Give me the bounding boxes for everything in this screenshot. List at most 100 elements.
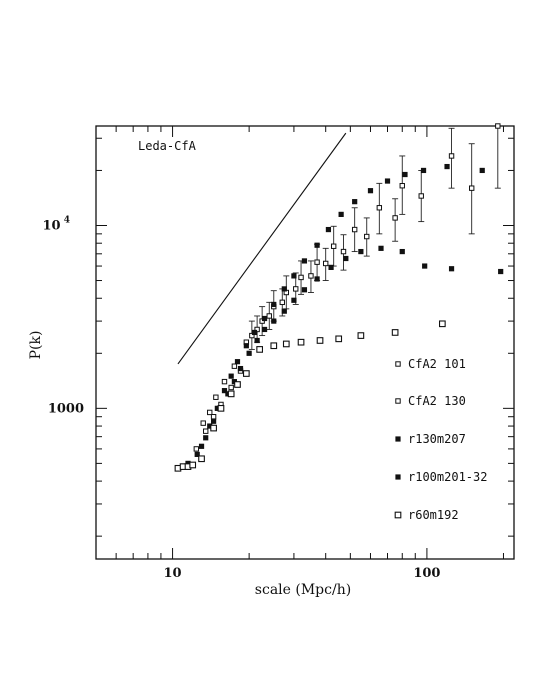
data-point-cfa2-101	[207, 409, 213, 416]
data-point-cfa2-101	[200, 420, 206, 426]
data-point-r130m207	[301, 258, 308, 264]
data-point-r60m192	[335, 335, 343, 343]
data-point-r100m201-32	[291, 297, 297, 303]
data-point-r130m207	[243, 343, 249, 349]
data-point-r60m192	[282, 340, 290, 348]
data-point-r130m207	[314, 242, 320, 248]
data-point-r100m201-32	[281, 308, 287, 314]
data-point-r100m201-32	[301, 287, 308, 293]
data-point-r60m192	[210, 424, 217, 432]
legend-label-cfa2-101: CfA2 101	[408, 357, 466, 371]
x-tick-label: 10	[164, 566, 182, 581]
x-tick-label: 100	[413, 566, 440, 581]
data-point-r100m201-32	[314, 276, 320, 282]
data-point-r130m207	[479, 167, 485, 174]
data-point-r100m201-32	[343, 255, 349, 262]
plot-frame	[95, 125, 515, 560]
data-point-cfa2-130	[314, 259, 320, 265]
data-point-r130m207	[444, 163, 450, 170]
data-point-r130m207	[228, 373, 234, 379]
data-point-cfa2-101	[322, 260, 329, 267]
data-point-r100m201-32	[399, 248, 405, 255]
data-point-r100m201-32	[194, 451, 200, 457]
data-point-r130m207	[291, 273, 297, 279]
legend-marker-r60m192	[394, 511, 402, 519]
data-point-cfa2-101	[293, 286, 299, 292]
data-point-r60m192	[227, 390, 235, 398]
data-point-r130m207	[234, 359, 241, 365]
data-point-cfa2-101	[468, 185, 475, 191]
data-point-r130m207	[198, 443, 205, 449]
data-point-cfa2-101	[213, 394, 219, 400]
data-point-cfa2-101	[266, 313, 272, 319]
data-point-cfa2-101	[495, 123, 501, 129]
data-point-r60m192	[242, 370, 250, 377]
data-point-r100m201-32	[254, 337, 260, 344]
legend-label-r60m192: r60m192	[408, 508, 459, 522]
y-tick-exponent: 4	[61, 215, 70, 225]
data-point-r130m207	[367, 188, 374, 194]
data-point-cfa2-101	[418, 193, 424, 199]
data-point-r60m192	[391, 329, 399, 336]
data-point-r100m201-32	[422, 263, 428, 269]
data-point-r100m201-32	[261, 326, 268, 333]
data-point-cfa2-130	[298, 274, 304, 281]
data-point-cfa2-101	[231, 363, 238, 369]
legend-label-r100m201-32: r100m201-32	[408, 470, 487, 484]
y-tick-label: 10 4	[43, 215, 71, 233]
data-point-r100m201-32	[498, 268, 504, 275]
data-point-r130m207	[384, 178, 391, 184]
dataset-annotation: Leda-CfA	[138, 139, 197, 153]
data-point-cfa2-130	[228, 384, 234, 391]
data-point-r100m201-32	[246, 350, 252, 356]
legend-label-r130m207: r130m207	[408, 432, 466, 446]
data-point-r60m192	[189, 461, 197, 469]
data-point-cfa2-130	[330, 243, 337, 249]
data-point-r130m207	[261, 315, 268, 322]
legend-marker-cfa2-101	[395, 361, 401, 367]
legend-marker-r100m201-32	[395, 474, 401, 480]
data-point-cfa2-101	[392, 215, 398, 221]
error-bars	[248, 126, 501, 350]
data-point-r100m201-32	[211, 418, 217, 424]
data-point-r60m192	[438, 320, 446, 328]
data-point-r60m192	[198, 455, 205, 463]
data-point-cfa2-101	[308, 273, 314, 279]
data-point-r60m192	[297, 338, 305, 346]
data-point-r130m207	[214, 405, 220, 411]
data-point-r60m192	[234, 381, 241, 388]
data-point-r100m201-32	[203, 435, 209, 441]
data-point-r130m207	[281, 286, 287, 292]
legend-marker-cfa2-130	[395, 398, 401, 404]
data-point-cfa2-130	[376, 205, 383, 211]
data-point-cfa2-101	[448, 153, 455, 159]
data-point-r100m201-32	[271, 318, 277, 324]
data-point-r60m192	[217, 404, 225, 412]
data-point-cfa2-101	[340, 248, 347, 255]
data-point-cfa2-130	[351, 226, 358, 233]
data-point-r100m201-32	[328, 264, 334, 270]
y-tick-label: 1000	[48, 401, 84, 416]
legend: CfA2 101 CfA2 130 r130m207 r100m201-32 r60m1…	[394, 357, 487, 522]
data-point-r130m207	[420, 167, 427, 174]
data-point-cfa2-101	[364, 233, 370, 240]
data-point-r130m207	[402, 171, 408, 178]
data-point-cfa2-101	[279, 299, 285, 306]
data-point-r130m207	[221, 388, 228, 394]
data-point-cfa2-130	[399, 183, 405, 189]
axis-ticks	[95, 126, 514, 559]
data-point-r130m207	[207, 423, 213, 429]
legend-label-cfa2-130: CfA2 130	[408, 394, 466, 408]
data-point-r60m192	[256, 346, 264, 353]
data-point-r130m207	[251, 329, 258, 336]
axis-tick-labels: 10 100 1000 10 4	[43, 215, 441, 581]
data-point-r100m201-32	[358, 248, 364, 255]
data-point-r130m207	[325, 226, 332, 233]
data-point-r60m192	[316, 337, 324, 344]
data-point-cfa2-130	[249, 332, 255, 339]
data-point-r100m201-32	[237, 365, 244, 372]
data-point-cfa2-130	[203, 428, 209, 434]
data-markers	[174, 123, 504, 472]
data-point-r100m201-32	[448, 266, 455, 272]
